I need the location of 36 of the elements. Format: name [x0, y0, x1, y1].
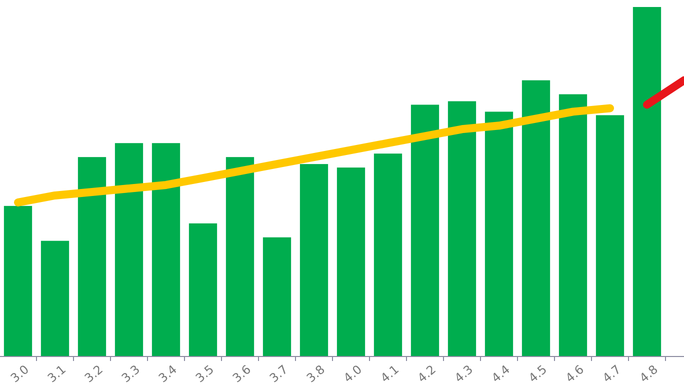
bar: [300, 164, 328, 356]
bar: [188, 223, 218, 356]
x-tick-label: 3.5: [192, 362, 217, 386]
x-tick-label: 4.4: [488, 362, 513, 386]
bar: [558, 94, 588, 356]
bar: [4, 206, 32, 356]
bar: [410, 104, 440, 356]
bar: [114, 143, 144, 356]
x-tick-label: 4.6: [562, 362, 587, 386]
x-tick-label: 3.6: [230, 362, 254, 386]
bar: [448, 101, 476, 356]
bar: [374, 154, 402, 356]
bar: [336, 168, 366, 356]
bar: [484, 112, 514, 356]
x-tick-label: 4.1: [378, 362, 402, 386]
x-tick-label: 3.2: [82, 362, 106, 386]
bar: [152, 143, 180, 356]
x-tick-label: 3.1: [44, 362, 69, 386]
x-tick-label: 4.3: [452, 362, 476, 386]
bar: [596, 115, 624, 356]
x-tick-label: 4.5: [526, 362, 550, 386]
bar: [226, 157, 254, 356]
x-tick-label: 4.0: [340, 362, 365, 386]
x-tick-label: 4.2: [414, 362, 439, 386]
bar: [632, 7, 662, 356]
x-tick-label: 4.7: [600, 362, 624, 386]
x-tick-label: 3.3: [118, 362, 143, 386]
x-tick-label: 4.8: [636, 362, 661, 386]
x-tick-label: 3.0: [8, 362, 32, 386]
bar: [40, 240, 70, 356]
bar: [522, 80, 550, 356]
x-tick-label: 3.7: [266, 362, 291, 386]
bar: [78, 157, 106, 356]
x-tick-label: 3.4: [156, 362, 180, 386]
x-tick-label: 3.8: [304, 362, 328, 386]
bar: [262, 237, 292, 356]
